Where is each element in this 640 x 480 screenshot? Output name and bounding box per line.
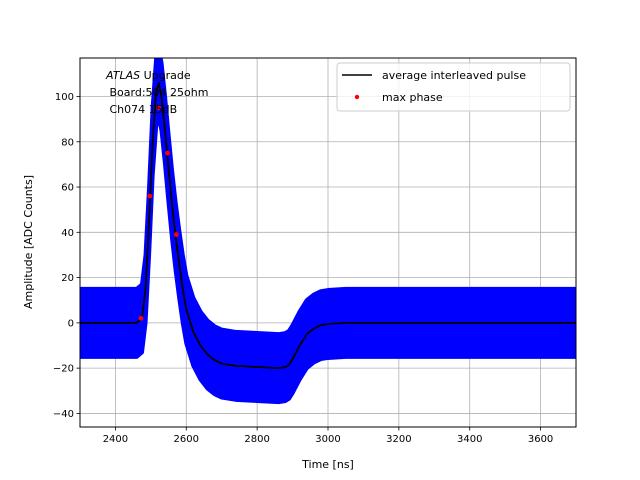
max-phase-point — [147, 193, 153, 199]
legend-marker-swatch — [354, 94, 360, 100]
max-phase-point — [138, 315, 144, 321]
max-phase-point — [173, 232, 179, 237]
x-tick-label: 3200 — [386, 434, 411, 445]
x-axis-label: Time [ns] — [301, 458, 354, 471]
y-tick-label: −40 — [53, 409, 74, 420]
svg-text:ATLAS Upgrade: ATLAS Upgrade — [105, 69, 191, 82]
x-tick-label: 2600 — [174, 434, 199, 445]
legend: average interleaved pulse max phase — [336, 62, 571, 112]
y-tick-label: 40 — [61, 228, 74, 239]
y-tick-label: −20 — [53, 364, 74, 375]
atlas-annotation: ATLAS Upgrade Board:504 25ohm Ch074 15dB — [105, 69, 208, 116]
y-tick-label: 80 — [61, 137, 74, 148]
annotation-atlas: ATLAS — [105, 69, 140, 82]
x-tick-label: 2800 — [244, 434, 269, 445]
annotation-upgrade: Upgrade — [140, 69, 191, 82]
sample-band — [80, 58, 576, 405]
y-tick-label: 100 — [55, 92, 74, 103]
max-phase-layer — [138, 105, 179, 321]
average-line-layer — [80, 82, 576, 370]
annotation-board: Board:504 25ohm — [106, 86, 208, 99]
y-tick-label: 20 — [61, 273, 74, 284]
annotation-channel: Ch074 15dB — [106, 103, 177, 116]
x-tick-label: 3000 — [315, 434, 340, 445]
x-axis-ticks: 2400 2600 2800 3000 3200 3400 3600 — [103, 427, 553, 445]
y-tick-label: 0 — [68, 318, 74, 329]
max-phase-point — [165, 150, 170, 156]
x-tick-label: 3400 — [457, 434, 482, 445]
x-tick-label: 3600 — [528, 434, 553, 445]
max-phase-point — [156, 105, 162, 111]
legend-box — [336, 62, 571, 112]
average-pulse-line — [80, 82, 576, 370]
legend-label-average: average interleaved pulse — [382, 69, 526, 82]
sample-band-fill — [80, 58, 576, 405]
y-axis-label: Amplitude [ADC Counts] — [22, 175, 35, 309]
y-axis-ticks: −40 −20 0 20 40 60 80 100 — [53, 92, 80, 420]
x-tick-label: 2400 — [103, 434, 128, 445]
y-tick-label: 60 — [61, 183, 74, 194]
legend-label-max-phase: max phase — [382, 91, 443, 104]
